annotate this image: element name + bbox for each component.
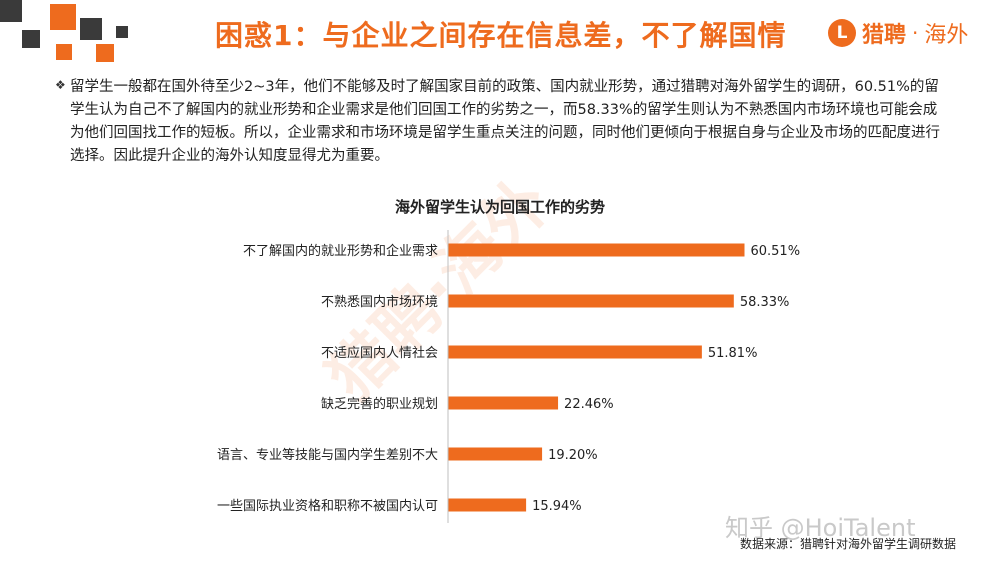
orange-square: [96, 44, 114, 62]
bar: [448, 294, 734, 308]
data-label: 60.51%: [750, 244, 800, 259]
orange-square: [50, 4, 76, 30]
data-label: 51.81%: [708, 346, 758, 361]
orange-square: [56, 44, 72, 60]
bar: [448, 498, 527, 512]
data-source: 数据来源：猎聘针对海外留学生调研数据: [740, 537, 957, 551]
intro-paragraph: 留学生一般都在国外待至少2~3年，他们不能够及时了解国家目前的政策、国内就业形势…: [70, 79, 940, 164]
brand-mark-icon: L: [828, 19, 856, 47]
category-label: 一些国际执业资格和职称不被国内认可: [217, 498, 438, 514]
dark-square: [22, 30, 40, 48]
bar: [448, 447, 543, 461]
chart-title: 海外留学生认为回国工作的劣势: [395, 198, 605, 216]
decorative-squares: [0, 0, 130, 70]
page-title: 困惑1：与企业之间存在信息差，不了解国情: [215, 19, 787, 52]
category-label: 缺乏完善的职业规划: [321, 396, 438, 412]
dark-square: [80, 18, 102, 40]
brand-name: 猎聘: [862, 23, 907, 48]
category-label: 不适应国内人情社会: [321, 345, 438, 361]
category-label: 语言、专业等技能与国内学生差别不大: [217, 447, 438, 463]
credit-text: 知乎 @HoiTalent: [725, 514, 916, 542]
category-label: 不了解国内的就业形势和企业需求: [243, 243, 438, 259]
data-label: 19.20%: [548, 448, 598, 463]
dark-square: [0, 0, 22, 22]
brand-logo: L 猎聘 · 海外: [828, 16, 968, 50]
bullet-icon: ❖: [55, 78, 66, 92]
category-label: 不熟悉国内市场环境: [321, 294, 438, 310]
bar: [448, 243, 745, 257]
brand-subtitle: 海外: [924, 23, 969, 48]
bar: [448, 345, 702, 359]
data-label: 15.94%: [532, 499, 582, 514]
data-label: 58.33%: [740, 295, 790, 310]
dark-square: [116, 26, 128, 38]
data-label: 22.46%: [564, 397, 614, 412]
brand-separator: ·: [912, 21, 919, 45]
bar: [448, 396, 559, 410]
